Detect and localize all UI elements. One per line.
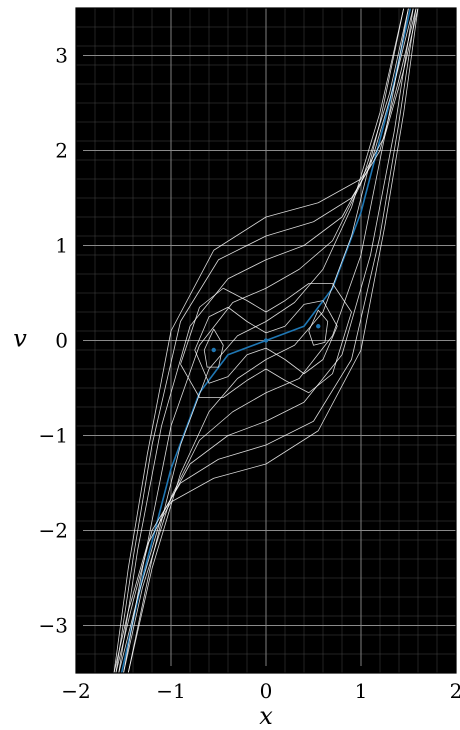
trajectory-line-6 xyxy=(118,8,414,673)
trajectory-line-4 xyxy=(123,8,409,673)
x-tick-label: 0 xyxy=(260,679,273,703)
x-axis-label: x xyxy=(259,702,273,730)
y-tick-label: 1 xyxy=(55,234,68,258)
fixed-point-1 xyxy=(263,338,269,343)
fixed-point-0 xyxy=(211,347,216,353)
trajectory-line-3 xyxy=(123,8,409,673)
trajectory-line-7 xyxy=(115,8,417,673)
x-tick-label: −2 xyxy=(61,679,90,703)
x-tick-label: 2 xyxy=(450,679,460,703)
trajectory-line-12 xyxy=(180,283,352,398)
trajectories-layer xyxy=(113,8,419,673)
y-tick-label: −3 xyxy=(39,614,68,638)
trajectory-line-1 xyxy=(127,8,405,673)
y-tick-label: 0 xyxy=(55,329,68,353)
trajectory-line-2 xyxy=(127,8,405,673)
trajectory-line-11 xyxy=(194,300,338,384)
trajectory-line-13 xyxy=(203,328,224,368)
x-tick-label: −1 xyxy=(156,679,185,703)
trajectory-line-9 xyxy=(113,8,419,673)
trajectory-line-5 xyxy=(118,8,414,673)
y-tick-label: −2 xyxy=(39,519,68,543)
y-tick-label: 3 xyxy=(55,44,68,68)
trajectory-line-8 xyxy=(115,8,417,673)
y-tick-label: 2 xyxy=(55,139,68,163)
trajectory-line-14 xyxy=(308,309,329,346)
ticks: −2 −1 0 1 2 −3 −2 −1 0 1 2 3 xyxy=(39,44,460,704)
y-axis-label: v xyxy=(13,325,27,353)
trajectory-line-10 xyxy=(113,8,419,673)
y-tick-label: −1 xyxy=(39,424,68,448)
x-tick-label: 1 xyxy=(355,679,368,703)
fixed-point-2 xyxy=(316,324,321,329)
